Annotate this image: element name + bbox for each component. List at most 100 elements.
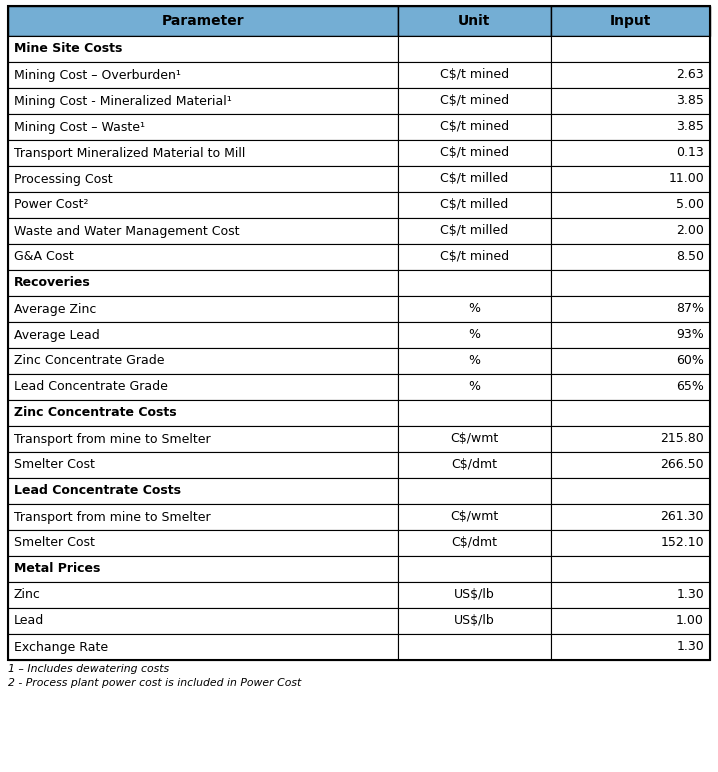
Text: C$/t mined: C$/t mined	[439, 69, 508, 82]
Bar	[398, 140, 551, 166]
Text: Exchange Rate: Exchange Rate	[14, 641, 108, 654]
Bar	[8, 556, 398, 582]
Bar	[398, 374, 551, 400]
Bar	[398, 400, 551, 426]
Text: %: %	[468, 354, 480, 367]
Bar	[8, 88, 398, 114]
Text: C$/wmt: C$/wmt	[450, 432, 498, 445]
Text: %: %	[468, 329, 480, 341]
Bar	[551, 192, 710, 218]
Text: Mining Cost – Overburden¹: Mining Cost – Overburden¹	[14, 69, 181, 82]
Text: 1.30: 1.30	[676, 588, 704, 601]
Text: Mining Cost - Mineralized Material¹: Mining Cost - Mineralized Material¹	[14, 94, 232, 107]
Text: 0.13: 0.13	[676, 147, 704, 160]
Text: C$/t mined: C$/t mined	[439, 250, 508, 263]
Bar	[8, 348, 398, 374]
Bar	[551, 582, 710, 608]
Text: 5.00: 5.00	[676, 198, 704, 212]
Bar	[551, 634, 710, 660]
Bar	[8, 322, 398, 348]
Text: Smelter Cost: Smelter Cost	[14, 459, 95, 472]
Text: 1.30: 1.30	[676, 641, 704, 654]
Bar	[551, 478, 710, 504]
Text: Transport from mine to Smelter: Transport from mine to Smelter	[14, 510, 210, 523]
Bar	[551, 270, 710, 296]
Text: Transport Mineralized Material to Mill: Transport Mineralized Material to Mill	[14, 147, 246, 160]
Text: 1.00: 1.00	[676, 615, 704, 628]
Bar	[8, 62, 398, 88]
Text: 215.80: 215.80	[661, 432, 704, 445]
Text: Transport from mine to Smelter: Transport from mine to Smelter	[14, 432, 210, 445]
Text: G&A Cost: G&A Cost	[14, 250, 74, 263]
Bar	[8, 634, 398, 660]
Bar	[398, 556, 551, 582]
Text: C$/t mined: C$/t mined	[439, 147, 508, 160]
Bar	[551, 218, 710, 244]
Bar	[8, 426, 398, 452]
Text: 60%: 60%	[676, 354, 704, 367]
Bar	[398, 478, 551, 504]
Bar	[398, 88, 551, 114]
Text: Input: Input	[610, 14, 651, 28]
Text: C$/t mined: C$/t mined	[439, 120, 508, 134]
Text: 261.30: 261.30	[661, 510, 704, 523]
Text: Metal Prices: Metal Prices	[14, 563, 101, 575]
Text: 8.50: 8.50	[676, 250, 704, 263]
Bar	[8, 374, 398, 400]
Bar	[398, 62, 551, 88]
Bar	[8, 36, 398, 62]
Bar	[551, 296, 710, 322]
Text: Power Cost²: Power Cost²	[14, 198, 88, 212]
Bar	[551, 88, 710, 114]
Bar	[8, 452, 398, 478]
Text: 11.00: 11.00	[668, 172, 704, 185]
Bar	[551, 62, 710, 88]
Bar	[8, 296, 398, 322]
Text: %: %	[468, 381, 480, 394]
Bar	[8, 504, 398, 530]
Bar	[8, 608, 398, 634]
Bar	[398, 530, 551, 556]
Bar	[8, 218, 398, 244]
Text: 2.63: 2.63	[676, 69, 704, 82]
Bar	[398, 270, 551, 296]
Text: Lead: Lead	[14, 615, 45, 628]
Text: C$/wmt: C$/wmt	[450, 510, 498, 523]
Text: Lead Concentrate Grade: Lead Concentrate Grade	[14, 381, 168, 394]
Bar	[551, 140, 710, 166]
Bar	[551, 114, 710, 140]
Bar	[551, 6, 710, 36]
Bar	[398, 36, 551, 62]
Text: Smelter Cost: Smelter Cost	[14, 537, 95, 550]
Bar	[8, 192, 398, 218]
Bar	[398, 322, 551, 348]
Bar	[8, 6, 710, 660]
Bar	[398, 6, 551, 36]
Bar	[398, 504, 551, 530]
Bar	[8, 6, 398, 36]
Text: C$/t mined: C$/t mined	[439, 94, 508, 107]
Bar	[8, 244, 398, 270]
Text: 2.00: 2.00	[676, 225, 704, 238]
Bar	[398, 192, 551, 218]
Bar	[551, 530, 710, 556]
Bar	[8, 582, 398, 608]
Bar	[551, 166, 710, 192]
Bar	[551, 452, 710, 478]
Bar	[8, 166, 398, 192]
Text: Zinc Concentrate Grade: Zinc Concentrate Grade	[14, 354, 164, 367]
Bar	[398, 114, 551, 140]
Text: Zinc Concentrate Costs: Zinc Concentrate Costs	[14, 407, 177, 419]
Text: C$/dmt: C$/dmt	[451, 459, 497, 472]
Text: C$/t milled: C$/t milled	[440, 225, 508, 238]
Bar	[398, 582, 551, 608]
Bar	[398, 608, 551, 634]
Text: C$/t milled: C$/t milled	[440, 198, 508, 212]
Text: Processing Cost: Processing Cost	[14, 172, 113, 185]
Bar	[551, 322, 710, 348]
Bar	[551, 400, 710, 426]
Text: Waste and Water Management Cost: Waste and Water Management Cost	[14, 225, 240, 238]
Text: C$/t milled: C$/t milled	[440, 172, 508, 185]
Bar	[551, 556, 710, 582]
Bar	[551, 608, 710, 634]
